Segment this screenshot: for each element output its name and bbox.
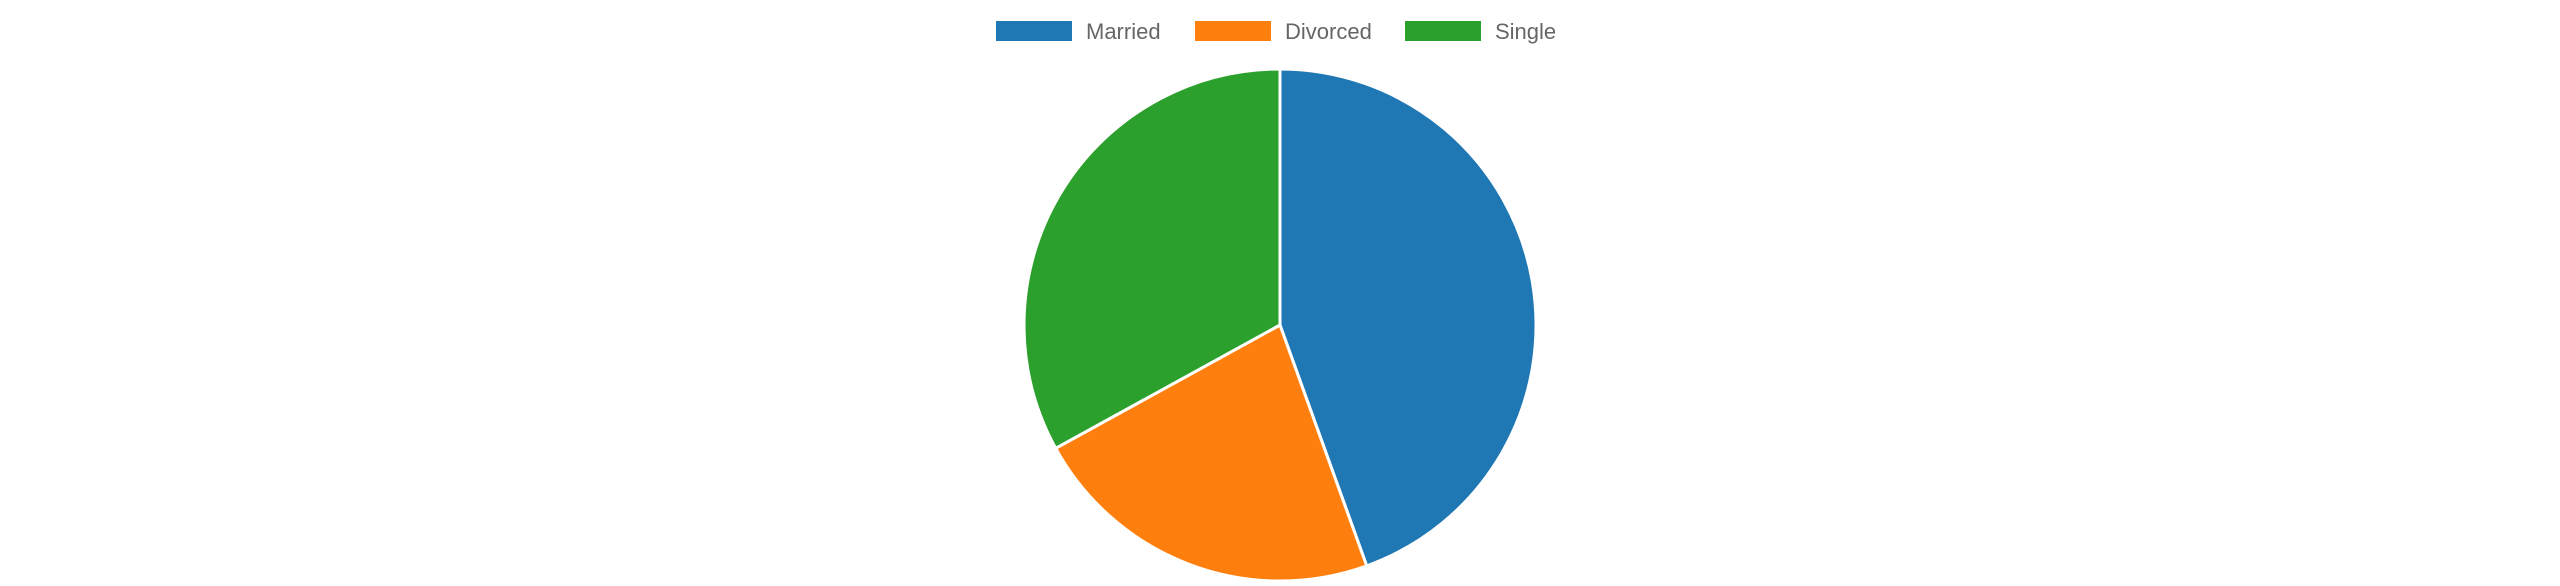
legend: Married Divorced Single [996, 19, 1556, 44]
legend-item-married[interactable]: Married [996, 19, 1161, 44]
pie-slice-married[interactable] [1278, 67, 1538, 568]
pie-slice-single[interactable] [1022, 67, 1282, 450]
legend-swatch-married [996, 21, 1072, 41]
legend-swatch-single [1405, 21, 1481, 41]
legend-label-married: Married [1086, 19, 1161, 44]
legend-item-divorced[interactable]: Divorced [1195, 19, 1372, 44]
pie-slices [1022, 67, 1538, 583]
legend-label-single: Single [1495, 19, 1556, 44]
legend-label-divorced: Divorced [1285, 19, 1372, 44]
legend-item-single[interactable]: Single [1405, 19, 1556, 44]
legend-swatch-divorced [1195, 21, 1271, 41]
pie-slice-divorced[interactable] [1054, 323, 1369, 583]
